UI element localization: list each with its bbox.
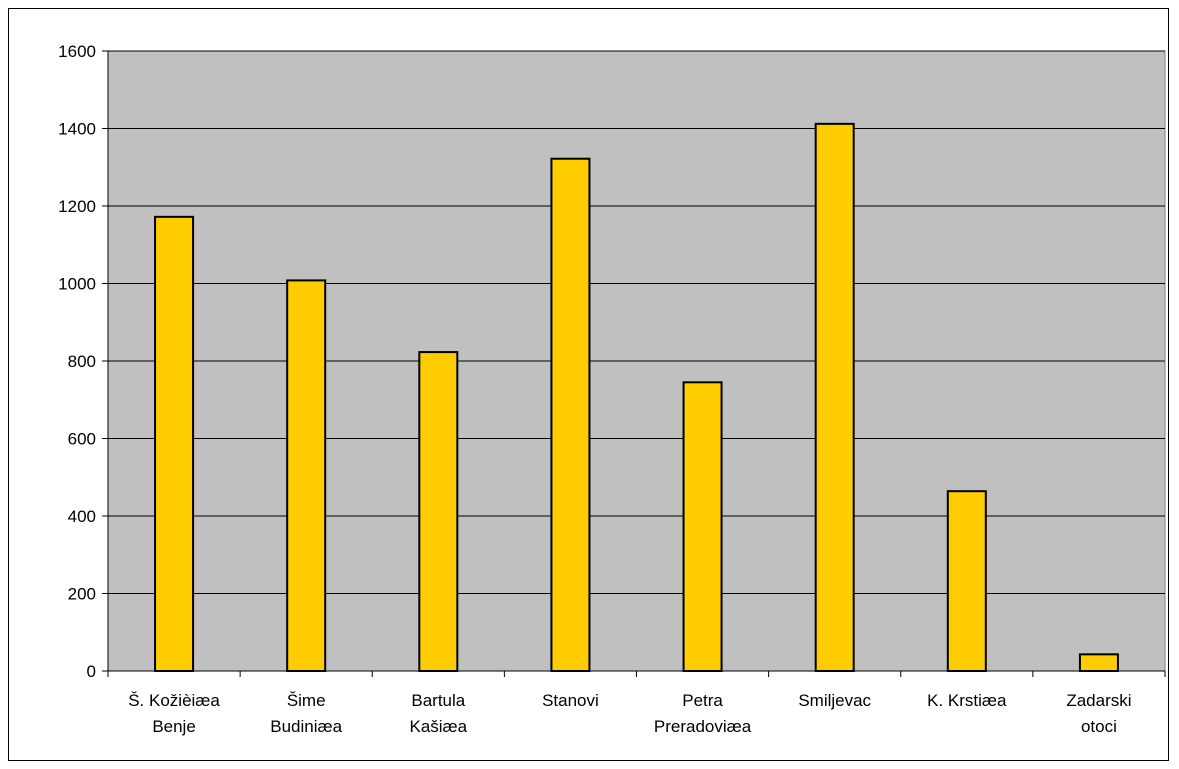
x-category-label: Bartula Kašiæa [409, 691, 467, 736]
x-category-label-line: Kašiæa [409, 717, 467, 736]
y-tick-label: 1000 [58, 275, 96, 294]
x-category-label: Petra Preradoviæa [654, 691, 752, 736]
x-category-label-line: K. Krstiæa [927, 691, 1007, 710]
bar [948, 491, 986, 671]
y-tick-label: 400 [68, 507, 96, 526]
x-category-label-line: Petra [682, 691, 723, 710]
y-tick-label: 800 [68, 352, 96, 371]
x-category-label-line: Šime [287, 691, 326, 710]
y-tick-label: 0 [87, 662, 96, 681]
y-tick-label: 200 [68, 585, 96, 604]
bar [816, 124, 854, 671]
y-tick-label: 1600 [58, 42, 96, 61]
y-tick-labels: 0 200 400 600 800 1000 1200 1400 1600 [58, 42, 96, 681]
x-category-label-line: Smiljevac [798, 691, 871, 710]
x-category-label-line: Zadarski [1066, 691, 1131, 710]
x-category-label: Stanovi [542, 691, 599, 710]
x-category-label: Š. Kožièiæa Benje [128, 691, 220, 736]
y-tick-label: 600 [68, 430, 96, 449]
bar [684, 382, 722, 671]
x-tick-labels: Š. Kožièiæa Benje Šime Budiniæa Bartula Kašiæ… [128, 691, 1131, 736]
x-category-label-line: Budiniæa [270, 717, 342, 736]
bar [155, 217, 193, 671]
x-category-label-line: Preradoviæa [654, 717, 752, 736]
x-category-label: Smiljevac [798, 691, 871, 710]
bar [551, 159, 589, 671]
bar [287, 280, 325, 671]
x-category-label: K. Krstiæa [927, 691, 1007, 710]
y-tick-label: 1400 [58, 120, 96, 139]
x-category-label-line: Benje [152, 717, 195, 736]
x-category-label-line: Stanovi [542, 691, 599, 710]
x-category-label: Šime Budiniæa [270, 691, 342, 736]
x-category-label-line: otoci [1081, 717, 1117, 736]
bar [419, 352, 457, 671]
y-tick-label: 1200 [58, 197, 96, 216]
x-category-label: Zadarski otoci [1066, 691, 1131, 736]
bar [1080, 654, 1118, 671]
x-category-label-line: Š. Kožièiæa [128, 691, 220, 710]
x-category-label-line: Bartula [411, 691, 465, 710]
